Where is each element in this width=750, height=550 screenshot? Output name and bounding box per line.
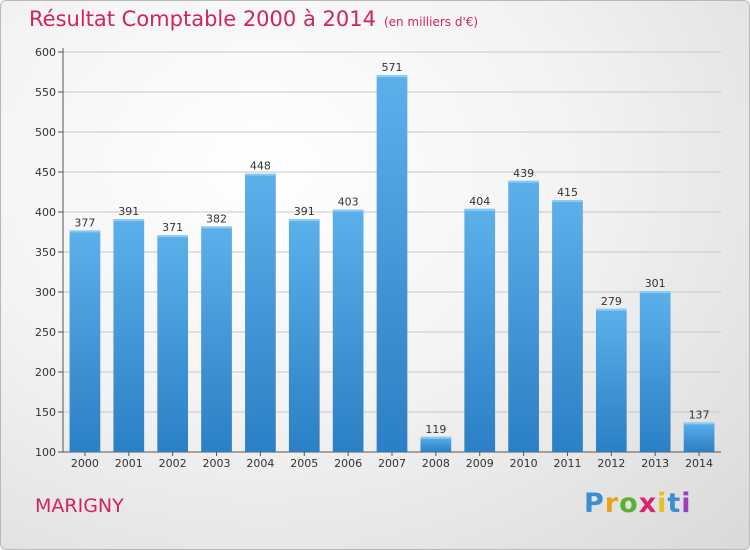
bar-2006 (332, 209, 364, 452)
data-labels: 377 391 371 382 448 391 403 571 119 404 439 415 279 3… (74, 61, 709, 436)
bar-top-highlight (201, 226, 232, 229)
data-label-2006: 403 (338, 196, 359, 209)
data-label-2008: 119 (425, 423, 446, 436)
logo-letter: r (604, 488, 620, 519)
x-tick-label-2003: 2003 (203, 457, 231, 470)
proxiti-logo: Proxiti (584, 488, 692, 519)
y-tick-label: 300 (35, 286, 56, 299)
data-label-2004: 448 (250, 160, 271, 173)
x-tick-label-2001: 2001 (115, 457, 143, 470)
bars (69, 75, 715, 453)
x-tick-label-2002: 2002 (159, 457, 187, 470)
y-tick-label: 100 (35, 446, 56, 459)
data-label-2014: 137 (689, 408, 710, 421)
x-tick-label-2009: 2009 (466, 457, 494, 470)
logo-letter: o (619, 488, 639, 519)
data-label-2001: 391 (118, 205, 139, 218)
x-tick-label-2012: 2012 (597, 457, 625, 470)
chart-title-text: Résultat Comptable 2000 à 2014 (29, 7, 376, 31)
bar-top-highlight (595, 308, 627, 311)
bar-top-highlight (464, 208, 496, 211)
y-tick-label: 450 (35, 166, 56, 179)
bar-2002 (157, 235, 189, 452)
logo-letter: i (657, 488, 668, 519)
y-tick-label: 350 (35, 246, 56, 259)
bar-top-highlight (508, 180, 539, 183)
bar-top-highlight (683, 422, 715, 425)
logo-letter: x (638, 488, 658, 519)
bar-top-highlight (420, 436, 452, 439)
x-tick-label-2006: 2006 (334, 457, 362, 470)
bar-2003 (201, 226, 232, 452)
bar-2000 (69, 230, 101, 452)
x-tick-label-2011: 2011 (553, 457, 581, 470)
bar-2011 (552, 200, 583, 452)
bar-top-highlight (245, 173, 276, 176)
logo-letter: i (681, 488, 692, 519)
bar-top-highlight (69, 230, 101, 233)
x-tick-label-2005: 2005 (290, 457, 318, 470)
x-tick-label-2010: 2010 (510, 457, 538, 470)
bar-2001 (113, 219, 145, 452)
bar-top-highlight (113, 219, 145, 222)
data-label-2010: 439 (513, 167, 534, 180)
bar-2004 (245, 173, 276, 452)
x-tick-label-2004: 2004 (246, 457, 274, 470)
bar-2005 (288, 219, 320, 452)
location-name: MARIGNY (35, 495, 124, 517)
chart-title: Résultat Comptable 2000 à 2014 (en millie… (29, 7, 478, 31)
x-tick-label-2008: 2008 (422, 457, 450, 470)
y-tick-label: 150 (35, 406, 56, 419)
x-tick-label-2007: 2007 (378, 457, 406, 470)
data-label-2002: 371 (162, 221, 183, 234)
y-tick-label: 250 (35, 326, 56, 339)
bar-top-highlight (376, 75, 408, 78)
y-tick-label: 600 (35, 46, 56, 59)
bar-2014 (683, 422, 715, 452)
data-label-2012: 279 (601, 295, 622, 308)
bar-top-highlight (332, 209, 364, 212)
bar-2007 (376, 75, 408, 452)
bar-2013 (639, 291, 671, 452)
bar-top-highlight (552, 200, 583, 202)
x-tick-label-2000: 2000 (71, 457, 99, 470)
logo-letter: P (584, 488, 605, 519)
y-tick-label: 500 (35, 126, 56, 139)
bar-top-highlight (639, 291, 671, 294)
bar-top-highlight (288, 219, 320, 222)
y-tick-label: 200 (35, 366, 56, 379)
y-tick-label: 400 (35, 206, 56, 219)
y-tick-label: 550 (35, 86, 56, 99)
bar-2008 (420, 436, 452, 452)
bar-2009 (464, 208, 496, 452)
bar-top-highlight (157, 235, 189, 238)
x-tick-label-2013: 2013 (641, 457, 669, 470)
data-label-2000: 377 (74, 216, 95, 229)
data-label-2011: 415 (557, 186, 578, 199)
chart-subtitle: (en milliers d'€) (383, 15, 479, 29)
data-label-2013: 301 (645, 277, 666, 290)
data-label-2007: 571 (382, 61, 403, 74)
data-label-2009: 404 (469, 195, 490, 208)
data-label-2003: 382 (206, 212, 227, 225)
bar-2012 (595, 308, 627, 452)
logo-letter: t (667, 488, 682, 519)
bar-2010 (508, 180, 539, 453)
x-tick-label-2014: 2014 (685, 457, 713, 470)
data-label-2005: 391 (294, 205, 315, 218)
